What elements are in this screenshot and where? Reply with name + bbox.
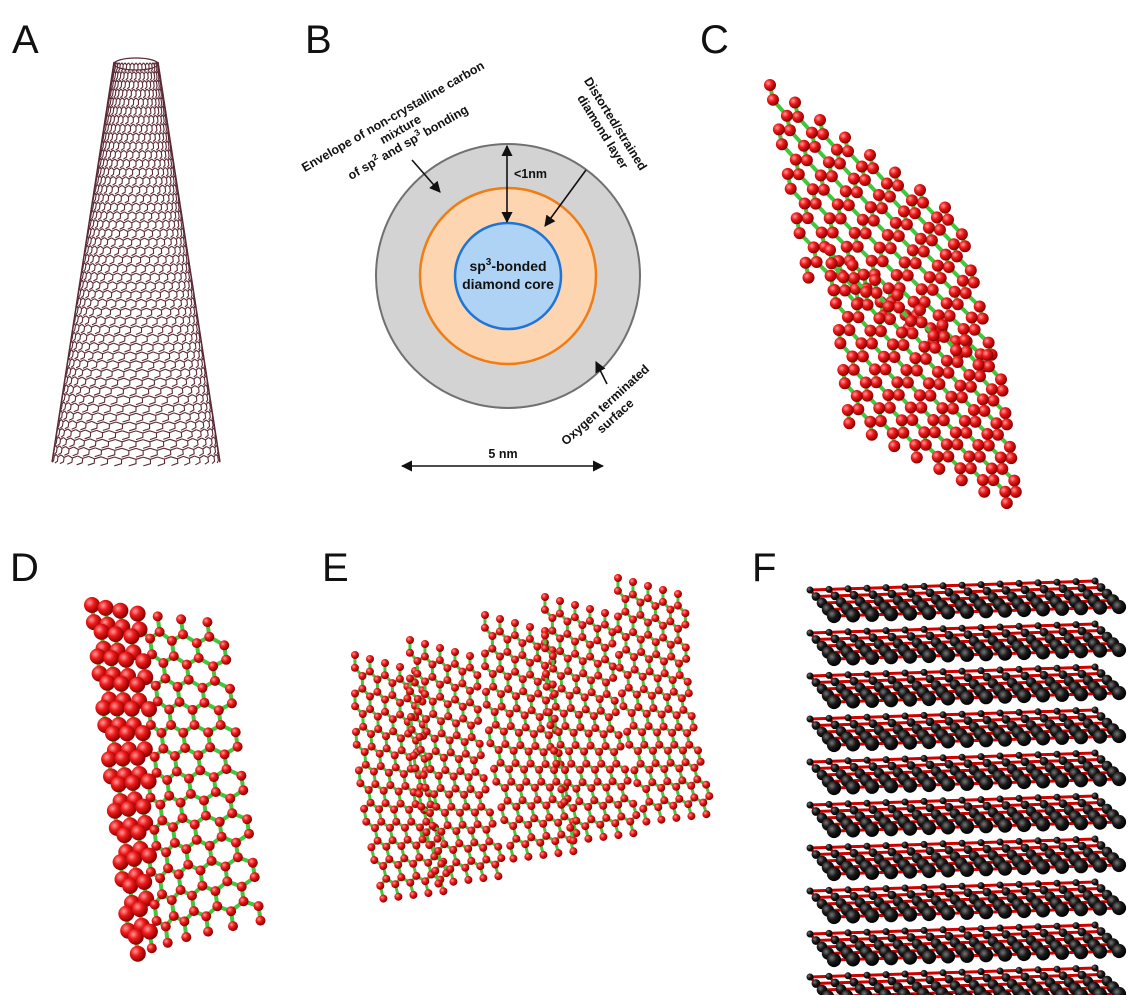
scale-bar-label: 5 nm: [488, 447, 517, 461]
nanocone-illustration: [51, 57, 221, 467]
core-label-line2: diamond core: [462, 276, 554, 292]
core-label-line1: sp3-bonded: [469, 257, 546, 274]
graphene-sheet-d: [84, 597, 266, 962]
panel-label-f: F: [752, 546, 777, 590]
distorted-layer-arrow: [544, 169, 587, 227]
nanodiamond-diagram: sp3-bonded diamond core <1nm Envelope of…: [299, 58, 652, 472]
panel-label-c: C: [700, 18, 729, 62]
thickness-label: <1nm: [514, 167, 547, 181]
panel-label-a: A: [12, 18, 39, 62]
graphene-ribbon-c: [764, 79, 1022, 510]
envelope-arrow: [411, 159, 441, 193]
oxygen-surface-arrow: [595, 360, 608, 385]
graphite-stack-f: [806, 577, 1127, 995]
panel-label-e: E: [322, 546, 349, 590]
panel-label-d: D: [10, 546, 39, 590]
panel-label-b: B: [305, 18, 332, 62]
graphene-sheets-e: [350, 574, 714, 903]
